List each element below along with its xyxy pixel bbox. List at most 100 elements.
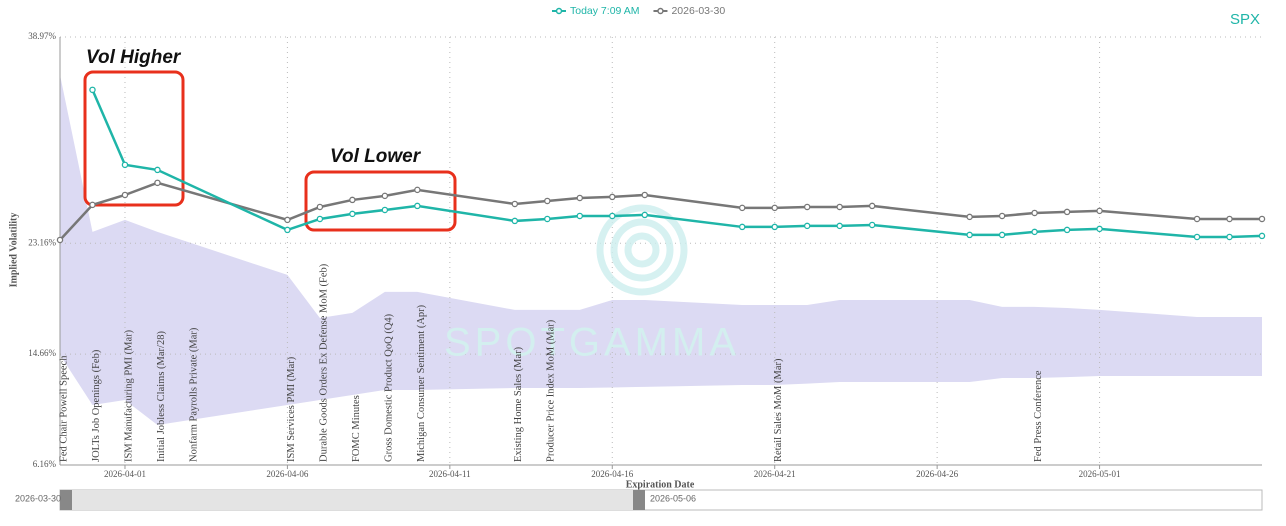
legend-label: 2026-03-30 <box>671 5 725 17</box>
data-point <box>836 203 843 211</box>
data-point <box>544 215 551 223</box>
ticker: SPX <box>1230 11 1260 28</box>
background <box>60 36 1262 466</box>
y-tick-label: 14.66% <box>28 348 56 358</box>
event-label: Durable Goods Orders Ex Defense MoM (Feb… <box>318 263 329 462</box>
data-point <box>868 221 876 229</box>
data-point <box>1063 226 1071 234</box>
event-label: ISM Services PMI (Mar) <box>286 356 297 462</box>
data-point <box>738 204 746 212</box>
data-point <box>1031 209 1038 217</box>
legend-label: Today 7:09 AM <box>570 5 639 17</box>
x-tick-label: 2026-04-16 <box>591 469 633 479</box>
event-label: JOLTs Job Openings (Feb) <box>91 349 102 462</box>
event-label: Michigan Consumer Sentiment (Apr) <box>416 304 427 462</box>
slider-handle[interactable] <box>60 490 72 510</box>
data-point <box>349 196 356 204</box>
data-point <box>966 231 973 239</box>
annotation: Vol Lower <box>330 146 422 167</box>
data-point <box>154 166 161 174</box>
x-tick-label: 2026-04-06 <box>266 469 308 479</box>
data-point <box>89 86 96 94</box>
slider-start-label: 2026-03-30 <box>15 493 61 503</box>
data-point <box>771 223 778 231</box>
event-label: Producer Price Index MoM (Mar) <box>546 319 557 462</box>
data-point <box>511 200 519 208</box>
data-point <box>998 231 1006 239</box>
annotation-box <box>304 170 457 232</box>
slider-selection <box>66 490 639 510</box>
x-tick-label: 2026-04-01 <box>104 469 146 479</box>
data-point <box>544 197 551 205</box>
data-point <box>316 215 324 223</box>
x-tick-label: 2026-04-11 <box>429 469 471 479</box>
legend: Today 7:09 AM 2026-03-30 <box>552 5 725 17</box>
data-point <box>803 222 811 230</box>
event-label: FOMC Minutes <box>351 395 362 462</box>
event-label: ISM Manufacturing PMI (Mar) <box>123 329 134 462</box>
data-point <box>966 213 973 221</box>
watermark-logo <box>596 204 688 296</box>
watermark: SPOTGAMMA <box>444 321 740 365</box>
data-point <box>576 194 584 202</box>
event-label: Nonfarm Payrolls Private (Mar) <box>188 327 199 462</box>
event-label: Retail Sales MoM (Mar) <box>773 358 784 462</box>
event-label: Initial Jobless Claims (Mar/28) <box>156 331 167 462</box>
data-point <box>414 202 421 210</box>
x-tick-label: 2026-05-01 <box>1079 469 1121 479</box>
y-axis-label: Implied Volatility <box>8 213 19 288</box>
data-point <box>511 217 519 225</box>
data-point <box>284 226 291 234</box>
event-label: Fed Press Conference <box>1033 370 1044 462</box>
data-point <box>89 201 96 209</box>
data-point <box>1096 225 1103 233</box>
x-tick-label: 2026-04-21 <box>754 469 796 479</box>
legend-marker <box>555 7 563 15</box>
data-point <box>576 212 584 220</box>
series-line <box>91 89 1263 239</box>
data-point <box>641 211 649 219</box>
data-point <box>1193 215 1201 223</box>
annotation-box <box>83 70 185 207</box>
data-point <box>1258 232 1266 240</box>
data-point <box>121 191 129 199</box>
data-point <box>316 203 324 211</box>
range-slider[interactable] <box>59 489 1263 511</box>
x-tick-label: 2026-04-26 <box>916 469 958 479</box>
event-label: Fed Chair Powell Speech <box>58 355 69 462</box>
y-tick-label: 23.16% <box>28 237 56 247</box>
y-tick-label: 38.97% <box>28 31 56 41</box>
data-point <box>56 236 64 244</box>
y-tick-label: 6.16% <box>33 459 57 469</box>
x-axis-label: Expiration Date <box>626 479 695 490</box>
data-point <box>381 192 389 200</box>
iv-range-band <box>60 74 1262 425</box>
data-point <box>998 212 1006 220</box>
data-point <box>414 186 421 194</box>
data-point <box>868 202 876 210</box>
data-point <box>1193 233 1201 241</box>
legend-marker <box>657 7 664 15</box>
data-point <box>284 216 291 224</box>
data-point <box>154 179 161 187</box>
slider-end-label: 2026-05-06 <box>650 493 696 503</box>
data-point <box>1031 228 1038 236</box>
data-point <box>121 161 129 169</box>
data-point <box>381 206 389 214</box>
data-point <box>349 210 356 218</box>
slider-handle[interactable] <box>633 490 645 510</box>
data-point <box>1063 208 1071 216</box>
data-point <box>609 212 616 220</box>
data-point <box>803 203 811 211</box>
data-point <box>1258 215 1266 223</box>
event-label: Gross Domestic Product QoQ (Q4) <box>383 313 394 462</box>
data-point <box>641 191 649 199</box>
data-point <box>1226 233 1233 241</box>
data-point <box>1226 215 1233 223</box>
data-point <box>1096 207 1103 215</box>
event-label: Existing Home Sales (Mar) <box>513 346 524 462</box>
data-point <box>738 223 746 231</box>
data-point <box>609 193 616 201</box>
data-point <box>771 204 778 212</box>
